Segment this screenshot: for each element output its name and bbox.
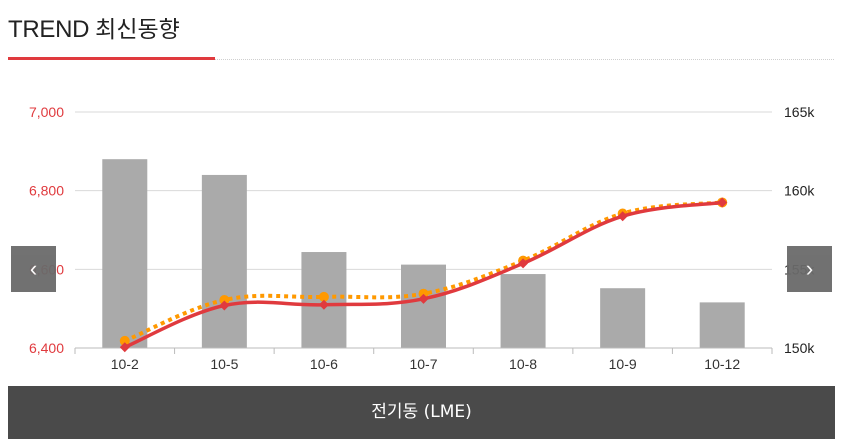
next-button[interactable]: › <box>787 246 832 292</box>
series-point-dotted <box>219 295 230 306</box>
bar <box>401 264 446 348</box>
right-tick-label: 165k <box>784 104 815 120</box>
left-tick-label: 6,400 <box>29 340 64 356</box>
right-tick-label: 160k <box>784 183 815 199</box>
trend-chart: 7,000165k6,800160k6,600155k6,400150k10-2… <box>29 104 815 372</box>
bar <box>500 274 546 348</box>
series-point-solid <box>518 258 529 269</box>
x-tick-label: 10-7 <box>409 356 437 372</box>
bar <box>699 302 745 348</box>
series-point-dotted <box>119 335 130 346</box>
bar <box>201 174 247 348</box>
prev-button[interactable]: ‹ <box>11 246 56 292</box>
page-title: TREND <box>8 16 90 43</box>
series-point-solid <box>617 211 628 222</box>
bar <box>102 159 148 348</box>
bar <box>600 288 646 348</box>
x-tick-label: 10-9 <box>609 356 637 372</box>
x-tick-label: 10-8 <box>509 356 537 372</box>
series-point-solid <box>219 300 230 311</box>
x-tick-label: 10-6 <box>310 356 338 372</box>
page-subtitle: 최신동향 <box>95 17 180 43</box>
footer-label: 전기동 (LME) <box>371 402 472 422</box>
x-tick-label: 10-2 <box>111 356 139 372</box>
x-tick-label: 10-5 <box>210 356 238 372</box>
series-point-dotted <box>318 291 329 302</box>
left-tick-label: 6,800 <box>29 183 64 199</box>
series-point-dotted <box>418 288 429 299</box>
left-tick-label: 7,000 <box>29 104 64 120</box>
x-tick-label: 10-12 <box>704 356 740 372</box>
divider <box>215 59 834 60</box>
series-point-solid <box>418 293 429 304</box>
footer-title: 전기동 (LME) <box>8 386 835 439</box>
title-underline <box>8 57 215 60</box>
series-point-solid <box>318 299 329 310</box>
right-tick-label: 150k <box>784 340 815 356</box>
series-point-solid <box>119 342 130 353</box>
chevron-left-icon: ‹ <box>29 256 38 281</box>
chevron-right-icon: › <box>805 256 814 281</box>
series-point-solid <box>717 197 728 208</box>
header: TREND 최신동향 <box>8 10 180 44</box>
